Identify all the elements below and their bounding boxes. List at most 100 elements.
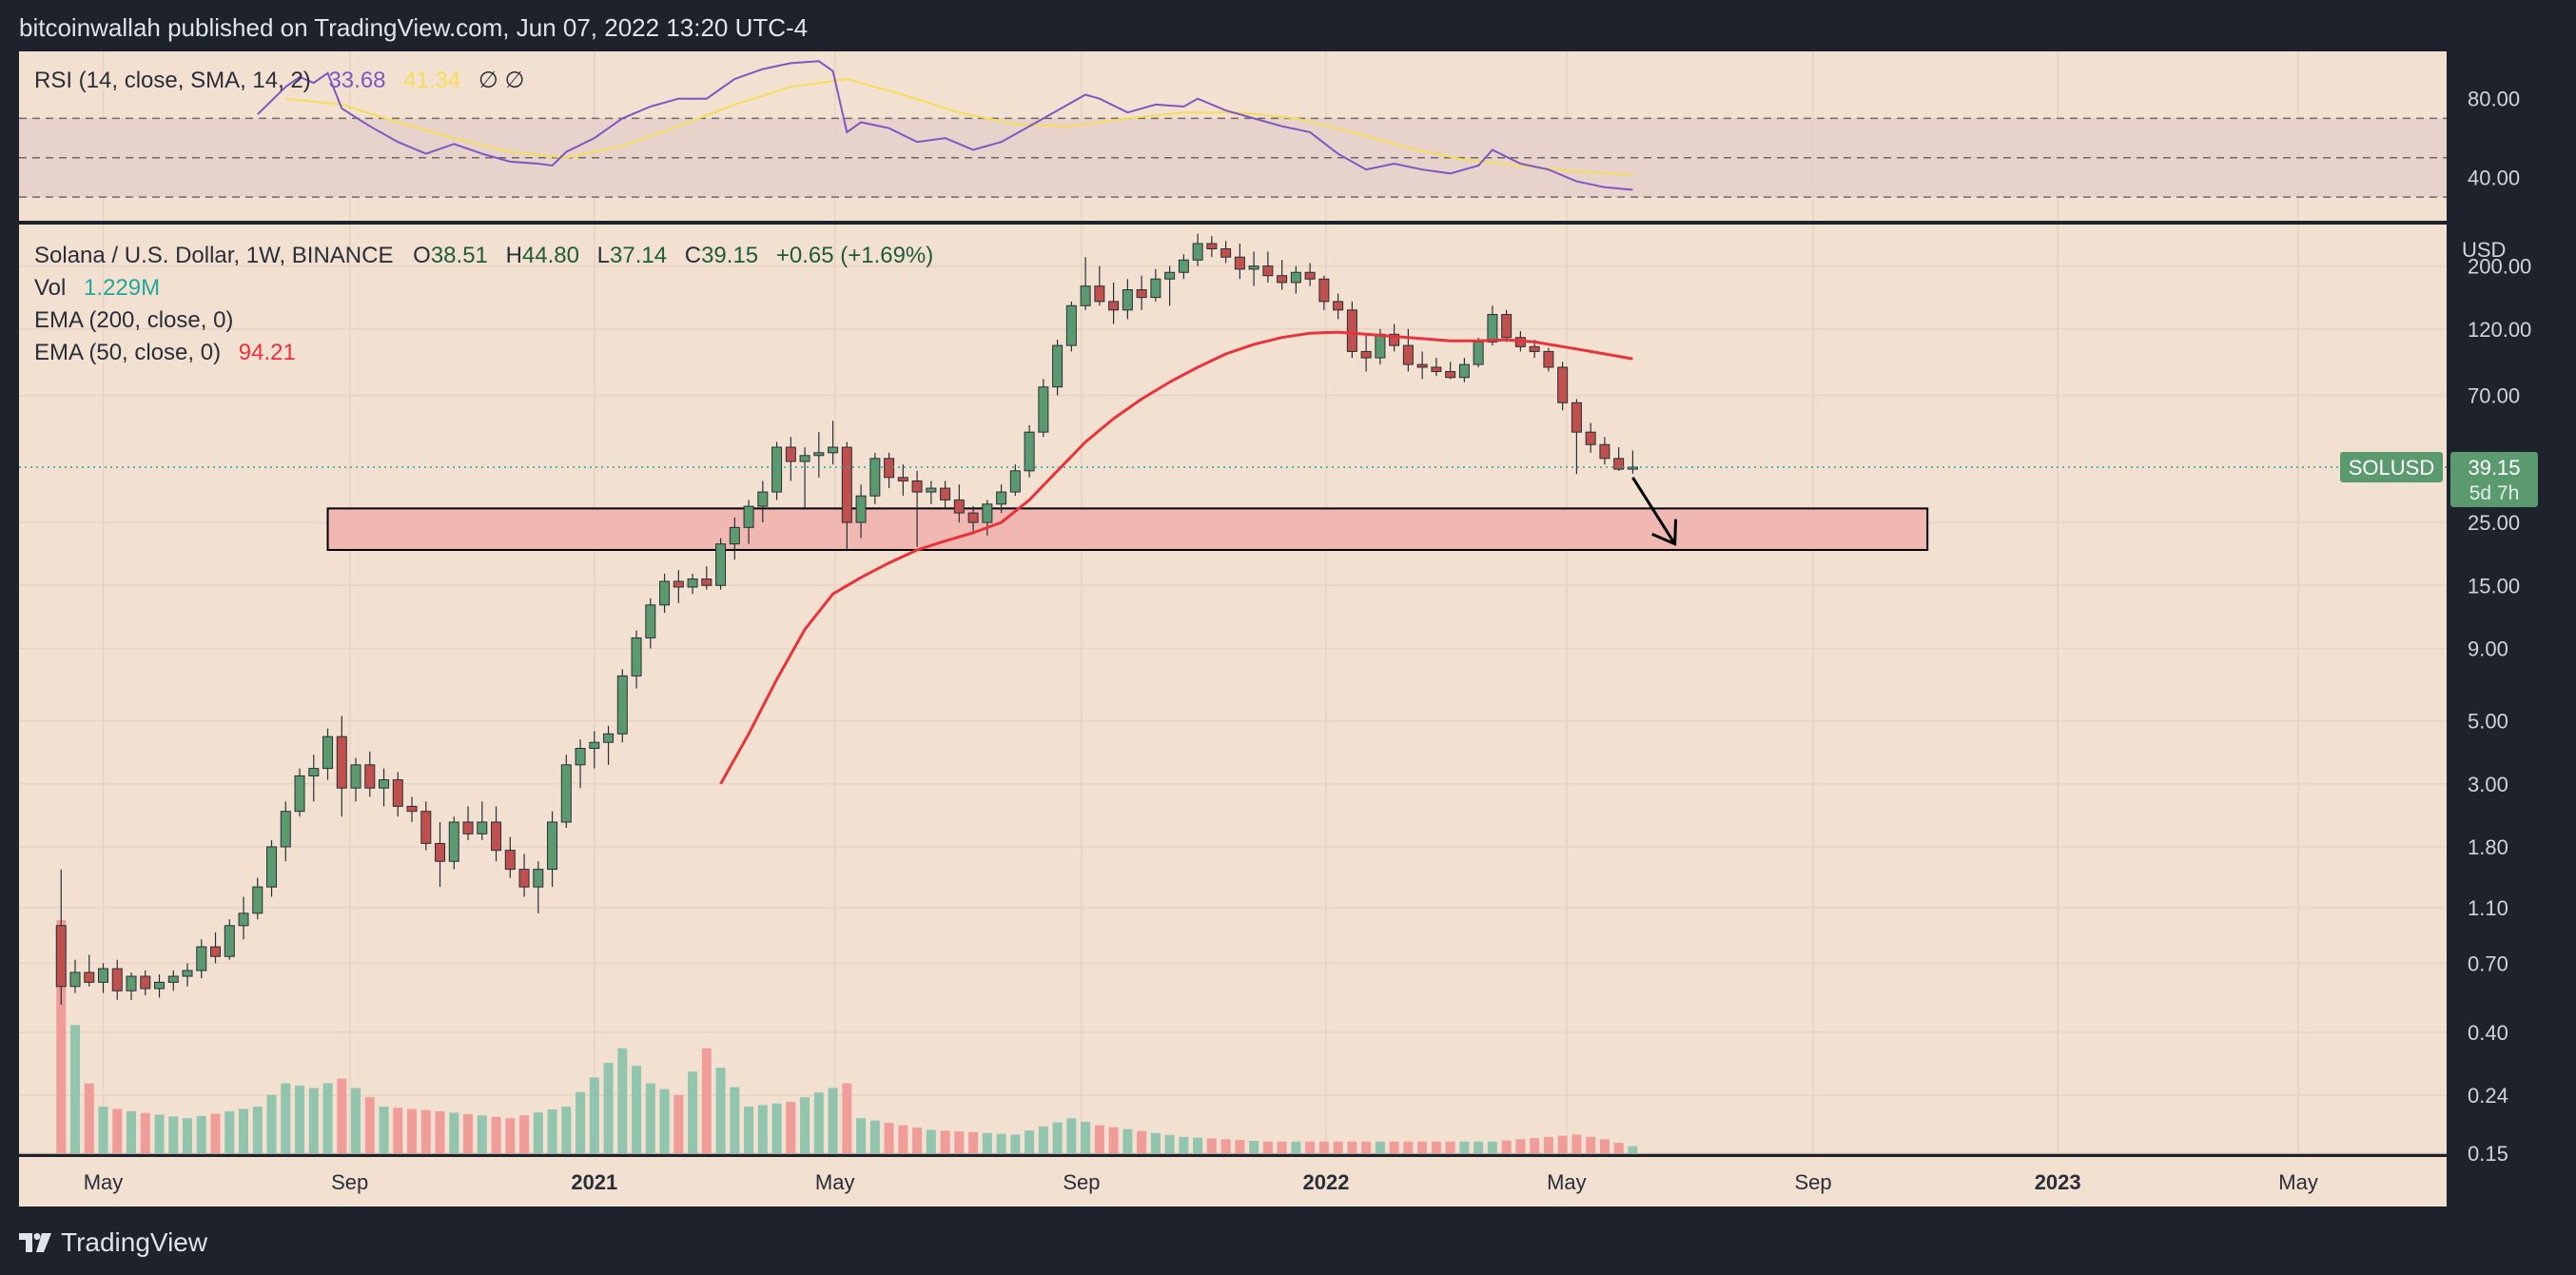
time-tick-label: 2023 <box>2035 1170 2081 1194</box>
candle-body <box>1445 370 1456 379</box>
ema200-legend: EMA (200, close, 0) <box>34 307 233 333</box>
ema-layer <box>19 330 2447 785</box>
volume-bar <box>1081 1121 1091 1153</box>
volume-bar <box>1361 1141 1372 1153</box>
tradingview-brand[interactable]: TradingView <box>19 1227 207 1258</box>
volume-bar <box>224 1110 235 1153</box>
candle-body <box>1389 333 1400 346</box>
volume-label: Vol <box>34 275 66 301</box>
footer-bar <box>0 1208 2576 1275</box>
candle-body <box>603 733 615 743</box>
candle-body <box>1206 243 1218 249</box>
volume-bar <box>1487 1141 1497 1153</box>
volume-bar <box>771 1103 782 1153</box>
candle-body <box>841 446 852 523</box>
candle-body <box>69 971 81 988</box>
candle-body <box>308 768 320 776</box>
candle-body <box>1094 285 1105 303</box>
volume-bar <box>1010 1134 1021 1153</box>
candle-body <box>98 968 109 983</box>
volume-bar <box>112 1108 123 1153</box>
volume-bar <box>1501 1140 1512 1153</box>
close-label: C <box>685 243 701 268</box>
volume-bar <box>1305 1141 1316 1153</box>
candle-body <box>491 821 502 852</box>
volume-bar <box>1108 1127 1119 1153</box>
low-value: 37.14 <box>610 243 667 268</box>
candle-body <box>1318 278 1330 303</box>
volume-bar <box>1277 1141 1287 1153</box>
candle-countdown: 5d 7h <box>2469 482 2520 504</box>
publisher-bar: bitcoinwallah published on TradingView.c… <box>0 0 2576 49</box>
candle-body <box>616 675 628 735</box>
volume-bar <box>1052 1122 1063 1153</box>
volume-bar <box>84 1083 94 1153</box>
volume-bar <box>183 1118 193 1153</box>
volume-bar <box>1431 1141 1441 1153</box>
currency-label: USD <box>2462 238 2506 262</box>
volume-bar <box>954 1131 965 1153</box>
candle-body <box>196 946 207 971</box>
candle-body <box>589 741 600 750</box>
candle-body <box>897 477 908 481</box>
arrow-head <box>1651 519 1678 546</box>
grid-lines <box>19 51 2447 1154</box>
candle-body <box>462 821 474 834</box>
volume-bar <box>884 1123 894 1153</box>
candle-body <box>996 491 1007 505</box>
price-tick-label: 70.00 <box>2468 384 2520 408</box>
candle-body <box>55 925 67 988</box>
tradingview-logo-icon <box>19 1233 51 1252</box>
volume-bar <box>982 1132 992 1153</box>
candle-body <box>280 811 291 848</box>
volume-bar <box>617 1048 628 1153</box>
candle-body <box>1402 344 1414 365</box>
candle-body <box>1136 289 1147 299</box>
time-tick-label: 2022 <box>1303 1170 1350 1194</box>
time-tick-label: Sep <box>1794 1170 1831 1194</box>
price-tick-label: 3.00 <box>2468 773 2508 796</box>
candle-body <box>785 446 796 462</box>
time-tick-label: May <box>84 1170 124 1194</box>
candle-body <box>687 579 698 588</box>
candle-body <box>1473 341 1484 365</box>
volume-bar <box>1530 1138 1540 1153</box>
candle-body <box>238 912 249 927</box>
volume-bar <box>435 1110 445 1153</box>
volume-bar <box>968 1131 979 1153</box>
candle-body <box>435 842 446 862</box>
ema50-label: EMA (50, close, 0) <box>34 340 221 365</box>
volume-bar <box>308 1088 319 1153</box>
candle-body <box>322 736 334 770</box>
candle-body <box>420 811 432 844</box>
volume-bar <box>1375 1141 1385 1153</box>
volume-legend: Vol 1.229M <box>34 275 160 301</box>
volume-bar <box>1038 1126 1048 1153</box>
candle-body <box>1164 271 1176 280</box>
candle-body <box>1431 366 1442 372</box>
down-right-arrow-icon <box>1631 477 1676 545</box>
volume-bar <box>1025 1130 1035 1153</box>
volume-bar <box>1571 1134 1582 1153</box>
candle-body <box>84 971 95 983</box>
main-panel-bg <box>19 225 2447 1153</box>
volume-bar <box>813 1092 824 1153</box>
volume-bar <box>1333 1141 1343 1153</box>
candle-body <box>757 491 769 507</box>
candle-body <box>1416 363 1428 368</box>
volume-bar <box>659 1089 670 1153</box>
volume-bar <box>140 1112 150 1153</box>
candle-body <box>1038 386 1049 433</box>
symbol-tag-bg <box>2340 451 2443 482</box>
candle-body <box>673 580 684 588</box>
candle-body <box>1375 333 1386 359</box>
volume-value: 1.229M <box>84 275 160 301</box>
volume-bar <box>1543 1136 1553 1153</box>
volume-bar <box>828 1088 838 1153</box>
rsi-panel <box>19 60 2447 198</box>
volume-bar <box>898 1125 908 1153</box>
volume-bar <box>463 1113 474 1153</box>
candle-body <box>1613 458 1625 470</box>
volume-bar <box>1193 1137 1203 1153</box>
